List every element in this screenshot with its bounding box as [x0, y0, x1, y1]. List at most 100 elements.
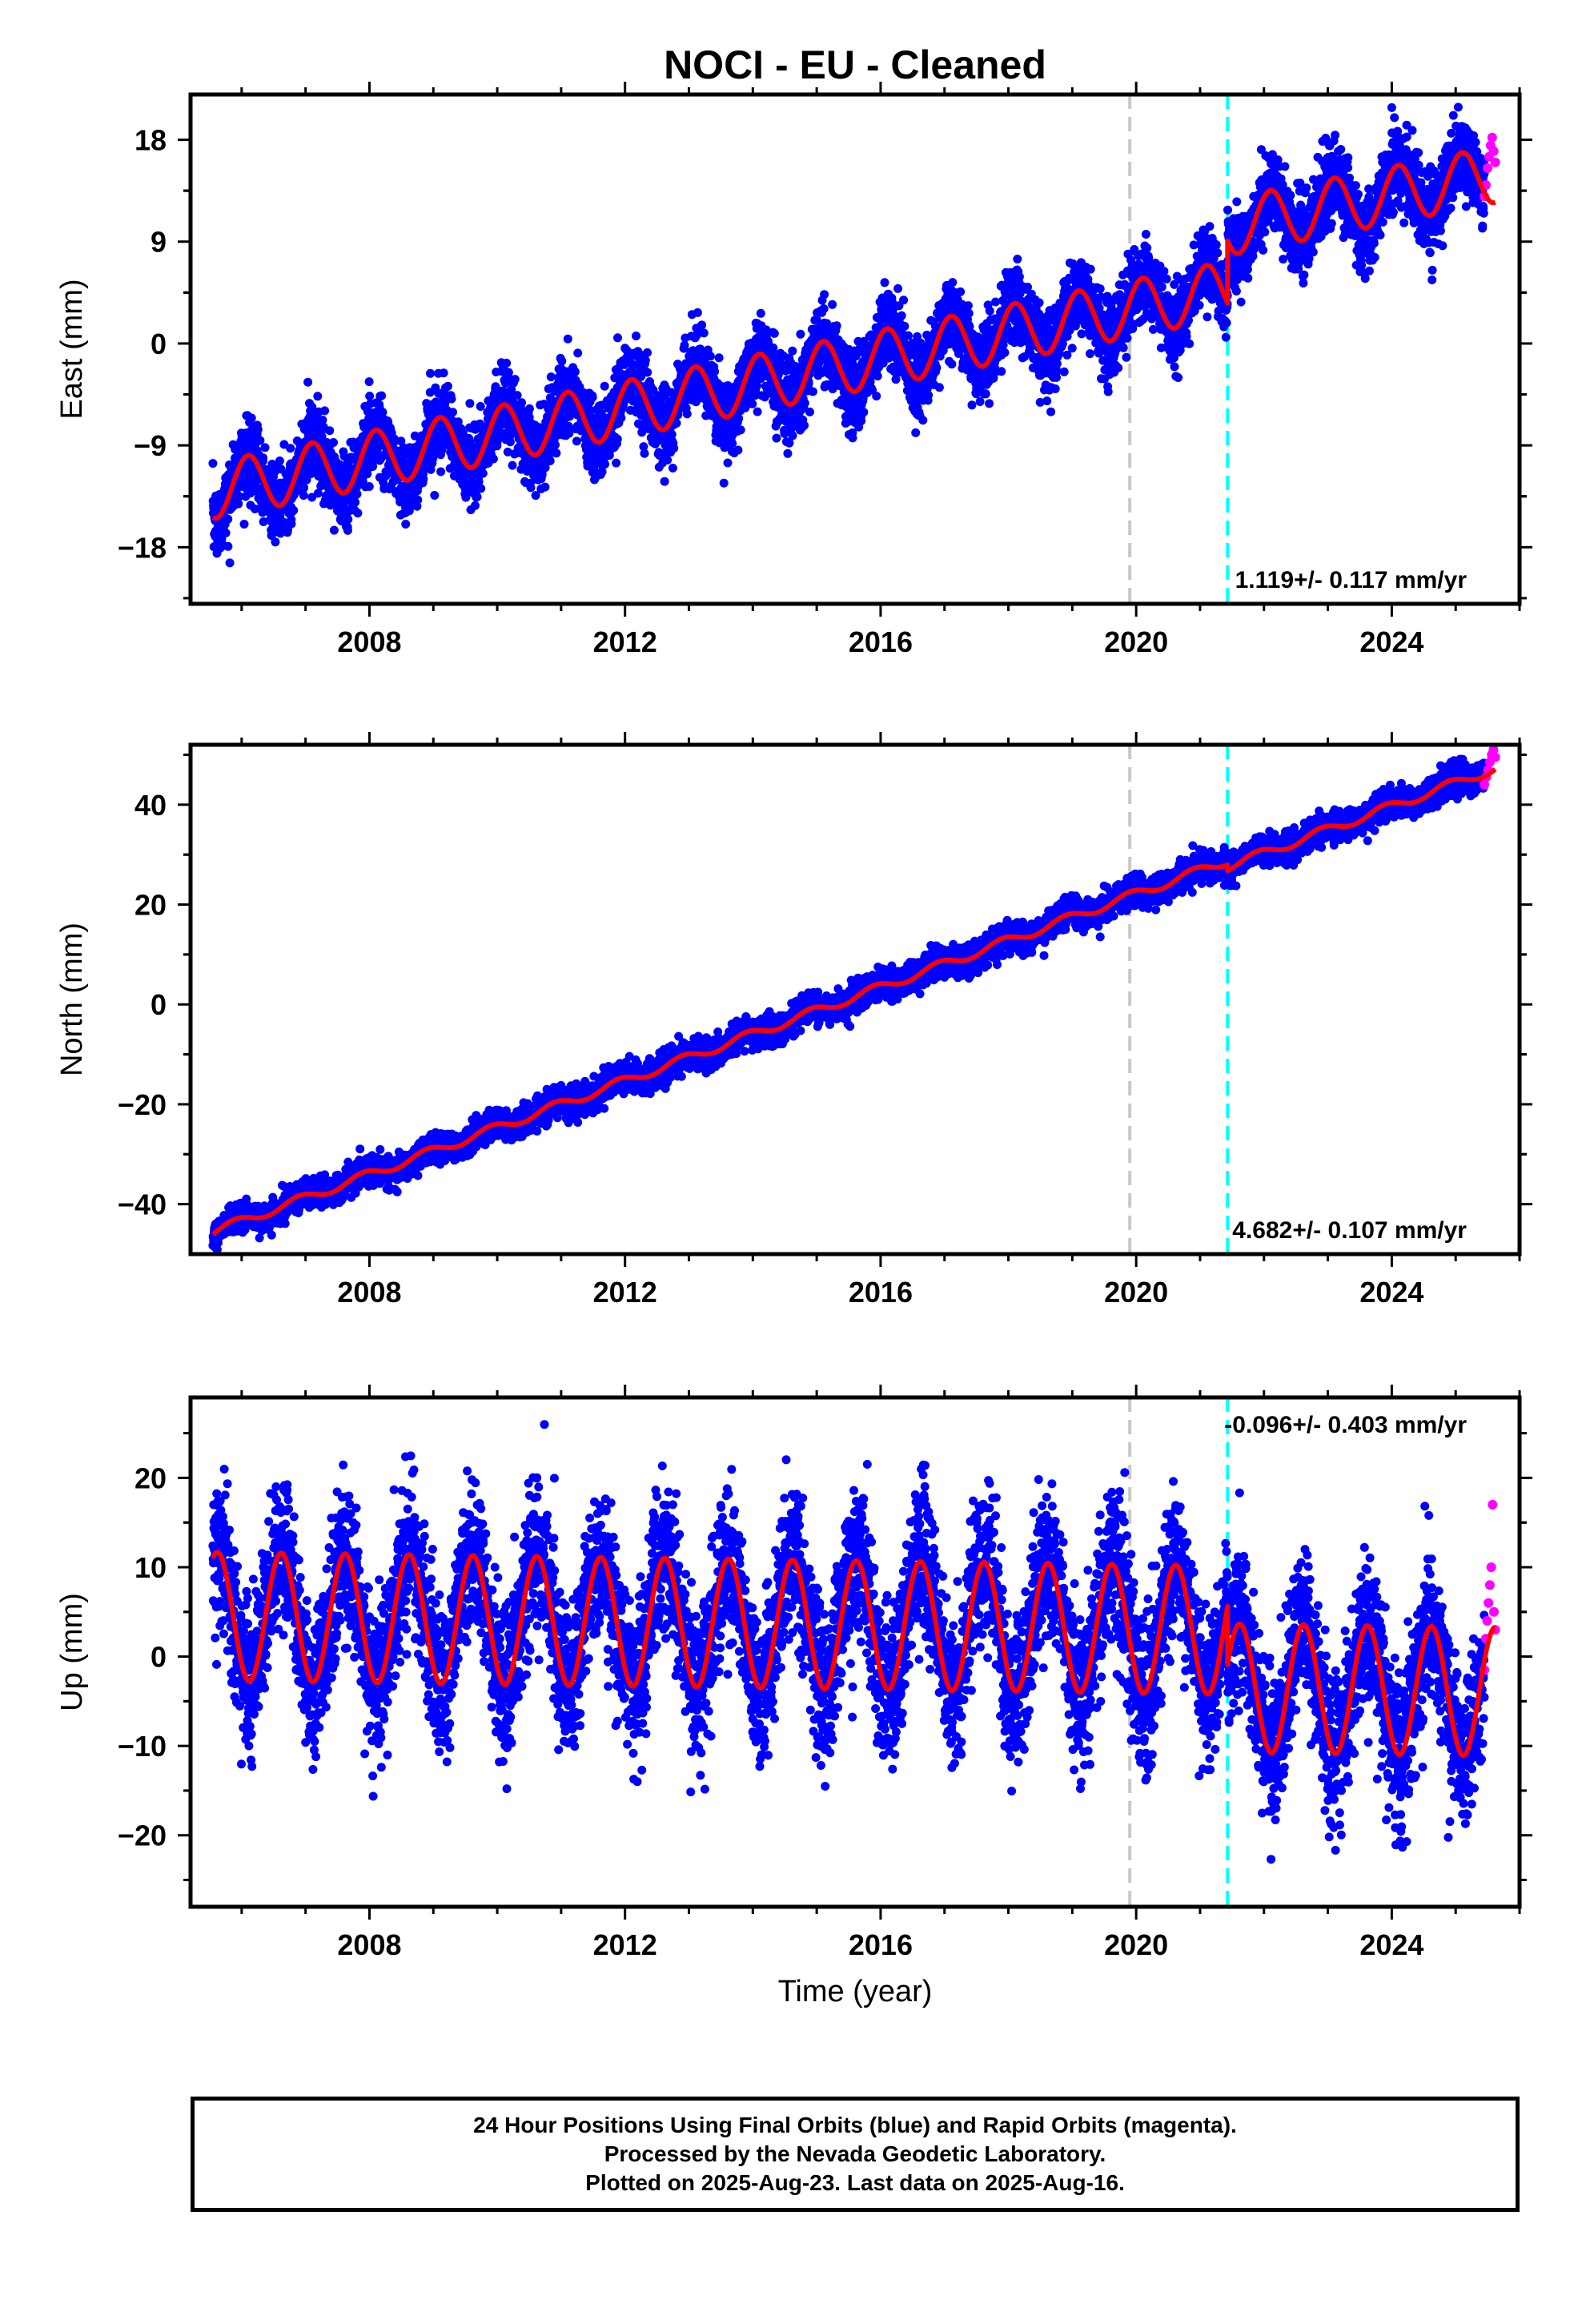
east-final-point	[287, 519, 296, 529]
east-final-point	[557, 356, 567, 366]
east-final-point	[465, 399, 475, 408]
east-final-point	[299, 491, 308, 501]
east-final-point	[329, 525, 339, 535]
east-final-point	[353, 509, 363, 518]
east-final-point	[723, 458, 733, 468]
east-final-point	[289, 505, 299, 515]
east-final-point	[640, 448, 649, 458]
figure-title: NOCI - EU - Cleaned	[664, 42, 1046, 87]
east-final-point	[1014, 272, 1024, 282]
east-final-point	[517, 398, 527, 408]
east-final-point	[899, 296, 909, 305]
east-final-point	[447, 394, 456, 404]
east-final-point	[329, 438, 338, 447]
east-final-point	[225, 558, 235, 568]
east-final-point	[364, 482, 374, 491]
east-final-point	[1013, 255, 1022, 263]
east-final-point	[563, 334, 572, 344]
east-final-point	[832, 321, 841, 331]
east-final-point	[271, 537, 280, 547]
east-final-point	[769, 328, 779, 338]
east-final-point	[783, 448, 793, 458]
east-final-point	[396, 436, 406, 446]
east-final-point	[616, 413, 626, 423]
east-final-point	[573, 348, 583, 358]
east-final-point	[857, 416, 866, 426]
east-final-point	[981, 389, 990, 399]
east-final-point	[612, 434, 622, 444]
east-final-point	[551, 440, 560, 449]
east-final-point	[343, 525, 352, 535]
east-final-point	[443, 381, 452, 391]
east-final-point	[476, 484, 486, 493]
east-final-point	[474, 477, 484, 487]
east-final-point	[302, 475, 311, 485]
east-final-point	[318, 416, 327, 424]
east-final-point	[413, 495, 423, 505]
east-final-point	[419, 474, 428, 484]
east-final-point	[985, 399, 994, 408]
east-final-point	[600, 460, 610, 469]
east-final-point	[1050, 384, 1060, 393]
east-final-point	[911, 428, 921, 437]
east-final-point	[401, 520, 411, 529]
east-final-point	[239, 520, 249, 529]
east-final-point	[643, 368, 652, 377]
east-final-point	[660, 476, 669, 486]
east-final-point	[613, 333, 622, 343]
east-final-point	[255, 436, 265, 445]
east-final-point	[223, 514, 233, 524]
east-final-point	[303, 377, 313, 387]
east-final-point	[788, 431, 797, 440]
east-final-point	[663, 456, 673, 464]
east-final-point	[1042, 396, 1052, 406]
east-final-point	[221, 529, 231, 537]
east-final-point	[893, 283, 903, 293]
east-final-point	[956, 287, 966, 296]
east-final-point	[307, 402, 317, 412]
east-final-point	[448, 408, 457, 417]
east-final-point	[734, 414, 744, 424]
east-final-point	[313, 392, 323, 401]
east-final-point	[748, 399, 757, 408]
east-final-point	[502, 358, 512, 368]
east-final-point	[503, 447, 512, 456]
east-final-point	[800, 420, 809, 430]
east-final-point	[897, 311, 906, 320]
east-final-orbit-points	[208, 103, 1489, 568]
east-final-point	[682, 409, 692, 419]
east-final-point	[975, 397, 985, 406]
east-final-point	[476, 402, 485, 411]
east-final-point	[1067, 344, 1077, 353]
east-final-point	[805, 407, 814, 416]
east-final-point	[699, 328, 709, 338]
east-final-point	[436, 467, 446, 476]
east-final-point	[540, 463, 550, 472]
east-final-point	[985, 306, 994, 316]
east-final-point	[934, 383, 944, 392]
east-final-point	[820, 290, 829, 300]
east-final-point	[564, 421, 573, 431]
east-final-point	[600, 381, 609, 391]
east-final-point	[430, 491, 440, 500]
east-final-point	[808, 387, 817, 396]
east-final-point	[796, 329, 805, 339]
east-final-point	[668, 464, 677, 472]
east-final-point	[223, 541, 233, 551]
east-final-point	[507, 385, 516, 395]
east-final-point	[234, 499, 243, 509]
east-final-point	[512, 391, 522, 400]
east-final-point	[585, 407, 595, 416]
east-final-point	[1034, 298, 1044, 308]
east-final-point	[932, 363, 942, 372]
east-final-point	[570, 367, 580, 376]
east-final-point	[572, 436, 581, 446]
east-final-point	[410, 431, 420, 440]
east-final-point	[250, 505, 259, 513]
east-final-point	[873, 372, 882, 381]
east-final-point	[286, 444, 295, 453]
east-final-point	[317, 432, 327, 441]
east-final-point	[714, 353, 724, 363]
east-final-point	[488, 454, 498, 464]
